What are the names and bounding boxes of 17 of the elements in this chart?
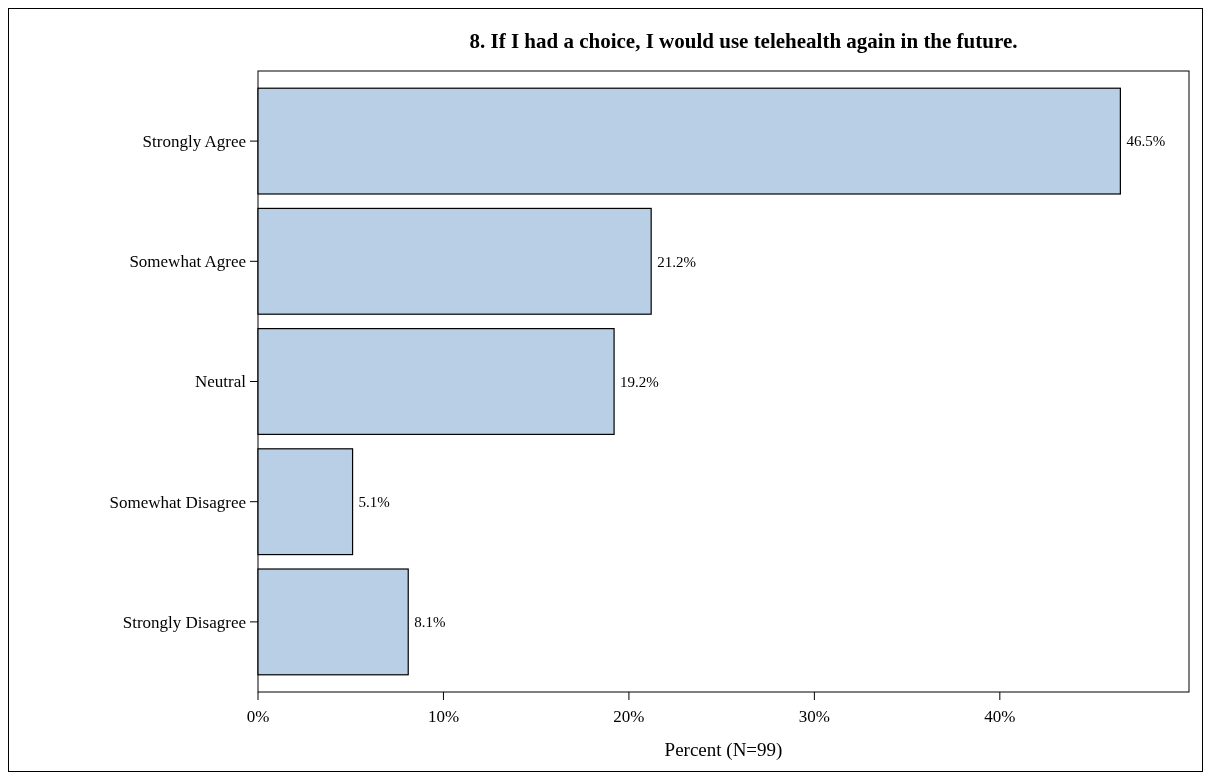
chart-title: 8. If I had a choice, I would use telehealth again in the future. xyxy=(469,29,1018,53)
x-tick-label: 10% xyxy=(427,707,460,726)
data-label: 5.1% xyxy=(358,493,390,510)
data-label: 21.2% xyxy=(657,253,696,270)
x-tick-label: 30% xyxy=(798,707,830,726)
x-tick-label: 40% xyxy=(984,707,1016,726)
x-tick-label: 0% xyxy=(246,707,270,726)
y-tick-label: Somewhat Disagree xyxy=(109,492,246,512)
y-tick-label: Neutral xyxy=(195,372,247,392)
y-tick-label: Strongly Disagree xyxy=(122,612,246,632)
data-label: 8.1% xyxy=(414,614,446,631)
x-tick-label: 20% xyxy=(613,707,645,726)
data-label: 19.2% xyxy=(620,373,659,390)
data-label: 46.5% xyxy=(1126,133,1166,150)
y-tick-label: Somewhat Agree xyxy=(129,252,246,272)
x-axis-title: Percent (N=99) xyxy=(664,739,783,761)
y-tick-label: Strongly Agree xyxy=(142,132,246,152)
